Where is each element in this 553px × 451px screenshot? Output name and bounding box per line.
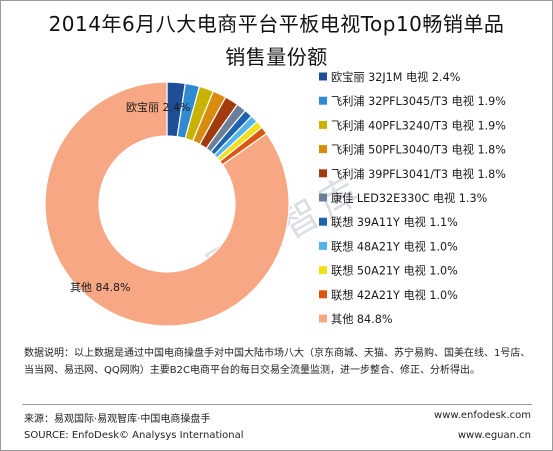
legend-label: 联想 42A21Y 电视 1.0% bbox=[331, 288, 458, 302]
legend-swatch bbox=[319, 145, 327, 154]
slice-labels: 欧宝丽 2.4% 其他 84.8% bbox=[70, 100, 190, 294]
legend-swatch bbox=[319, 96, 327, 105]
slice-label: 其他 84.8% bbox=[70, 281, 130, 294]
legend-swatch bbox=[319, 290, 327, 299]
legend-label: 联想 50A21Y 电视 1.0% bbox=[331, 264, 458, 278]
legend-label: 飞利浦 39PFL3041/T3 电视 1.8% bbox=[331, 167, 506, 181]
source-en: SOURCE: EnfoDesk© Analysys International bbox=[24, 430, 244, 441]
chart-subtitle: 销售量份额 bbox=[225, 45, 328, 69]
legend-label: 欧宝丽 32J1M 电视 2.4% bbox=[331, 70, 461, 84]
data-note: 数据说明：以上数据是通过中国电商操盘手对中国大陆市场八大（京东商城、天猫、苏宁易… bbox=[24, 348, 531, 376]
legend-swatch bbox=[319, 169, 327, 178]
donut-slice bbox=[44, 81, 290, 327]
legend-swatch bbox=[319, 314, 327, 323]
legend-swatch bbox=[319, 217, 327, 226]
legend-swatch bbox=[319, 241, 327, 250]
legend-swatch bbox=[319, 120, 327, 129]
legend-label: 飞利浦 32PFL3045/T3 电视 1.9% bbox=[331, 94, 506, 108]
legend: 欧宝丽 32J1M 电视 2.4% 飞利浦 32PFL3045/T3 电视 1.9… bbox=[319, 70, 506, 326]
source-cn: 来源：易观国际·易观智库·中国电商操盘手 bbox=[24, 414, 211, 425]
source-url-eguan: www.eguan.cn bbox=[457, 430, 531, 441]
legend-label: 联想 48A21Y 电视 1.0% bbox=[331, 239, 458, 253]
slice-label: 欧宝丽 2.4% bbox=[126, 100, 190, 114]
legend-label: 飞利浦 50PFL3040/T3 电视 1.8% bbox=[331, 143, 506, 157]
divider-line bbox=[22, 404, 532, 405]
donut-slices bbox=[44, 81, 290, 327]
legend-label: 康佳 LED32E330C 电视 1.3% bbox=[331, 191, 488, 205]
legend-label: 其他 84.8% bbox=[331, 313, 393, 326]
legend-label: 联想 39A11Y 电视 1.1% bbox=[331, 215, 458, 229]
legend-swatch bbox=[319, 266, 327, 275]
legend-swatch bbox=[319, 193, 327, 202]
legend-label: 飞利浦 40PFL3240/T3 电视 1.9% bbox=[331, 118, 506, 132]
source-url-enfodesk: www.enfodesk.com bbox=[434, 410, 531, 421]
legend-swatch bbox=[319, 72, 327, 81]
chart-title: 2014年6月八大电商平台平板电视Top10畅销单品 bbox=[48, 12, 505, 36]
